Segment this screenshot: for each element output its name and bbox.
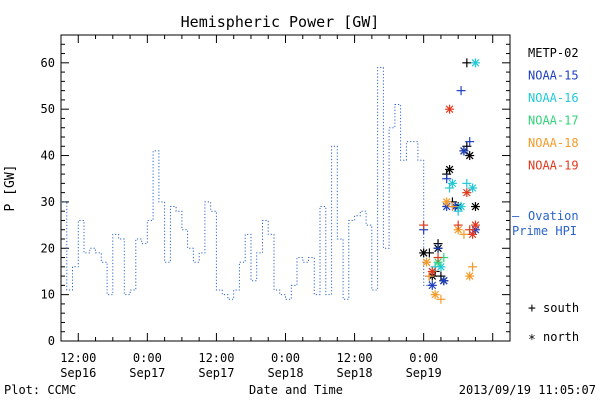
south-marker [436,271,446,281]
north-marker [465,271,475,281]
y-tick-label: 40 [41,149,55,163]
ovation-legend-dash: – [512,209,520,223]
plot-frame [60,34,511,342]
south-marker [465,225,475,235]
x-tick-label-date: Sep16 [60,366,96,380]
x-axis-label: Date and Time [249,383,343,397]
north-marker [447,178,457,188]
x-tick-label-date: Sep18 [267,366,303,380]
north-marker [445,104,455,114]
ovation-series-line [61,67,433,300]
north-marker [470,220,480,230]
north-marker [470,58,480,68]
legend-entry: NOAA-18 [528,136,579,150]
north-marker [419,248,429,258]
north-marker [468,229,478,239]
y-tick-label: 60 [41,56,55,70]
ovation-legend-label-2: Prime HPI [512,224,577,238]
north-marker [456,202,466,212]
south-marker [462,178,472,188]
north-marker [468,183,478,193]
footer-plot-credit: Plot: CCMC [4,383,76,397]
north-marker [433,257,443,267]
north-marker [462,188,472,198]
x-tick-label-date: Sep17 [129,366,165,380]
south-marker [465,137,475,147]
x-tick-label-time: 12:00 [198,351,234,365]
south-marker [445,183,455,193]
south-marker [442,174,452,184]
legend-entry: NOAA-17 [528,114,579,128]
north-marker [427,280,437,290]
north-marker [430,290,440,300]
y-tick-label: 0 [48,334,55,348]
south-marker [453,206,463,216]
chart-title: Hemispheric Power [GW] [181,13,380,31]
north-marker [427,266,437,276]
south-marker [430,262,440,272]
north-marker [442,197,452,207]
x-tick-label-date: Sep17 [198,366,234,380]
south-marker [424,271,434,281]
x-tick-label-date: Sep19 [406,366,442,380]
north-marker [445,164,455,174]
x-tick-label-time: 12:00 [60,351,96,365]
y-tick-label: 20 [41,241,55,255]
north-marker [459,146,469,156]
legend-entry: NOAA-19 [528,159,579,173]
x-tick-label-time: 0:00 [133,351,162,365]
south-marker [424,248,434,258]
north-marker [470,202,480,212]
legend-entry: NOAA-15 [528,69,579,83]
ovation-legend-label-1: Ovation [528,209,579,223]
x-tick-label-time: 0:00 [271,351,300,365]
south-marker [433,243,443,253]
legend-entry: METP-02 [528,46,579,60]
south-symbol-label: south [543,301,579,315]
south-marker [447,202,457,212]
y-tick-label: 30 [41,195,55,209]
north-symbol-label: north [543,330,579,344]
x-tick-label-date: Sep18 [337,366,373,380]
plot-area: 010203040506012:00Sep160:00Sep1712:00Sep… [41,34,511,380]
south-marker [436,294,446,304]
south-marker [462,58,472,68]
south-marker [433,253,443,263]
north-marker [422,257,432,267]
south-marker [456,86,466,96]
south-marker [468,262,478,272]
x-tick-label-time: 0:00 [409,351,438,365]
y-axis-label: P [GW] [3,165,18,212]
legend-entry: NOAA-16 [528,91,579,105]
x-tick-label-time: 12:00 [337,351,373,365]
north-marker [465,151,475,161]
north-marker [439,276,449,286]
south-marker [453,220,463,230]
south-symbol-icon: + [528,301,536,316]
legend: METP-02 NOAA-15 NOAA-16 NOAA-17 NOAA-18 NOAA-… [528,46,579,173]
y-tick-label: 10 [41,288,55,302]
south-marker [459,229,469,239]
south-marker [419,220,429,230]
footer-timestamp: 2013/09/19 11:05:07 [459,383,596,397]
north-symbol-icon: * [528,333,536,348]
y-tick-label: 50 [41,102,55,116]
south-marker [462,141,472,151]
